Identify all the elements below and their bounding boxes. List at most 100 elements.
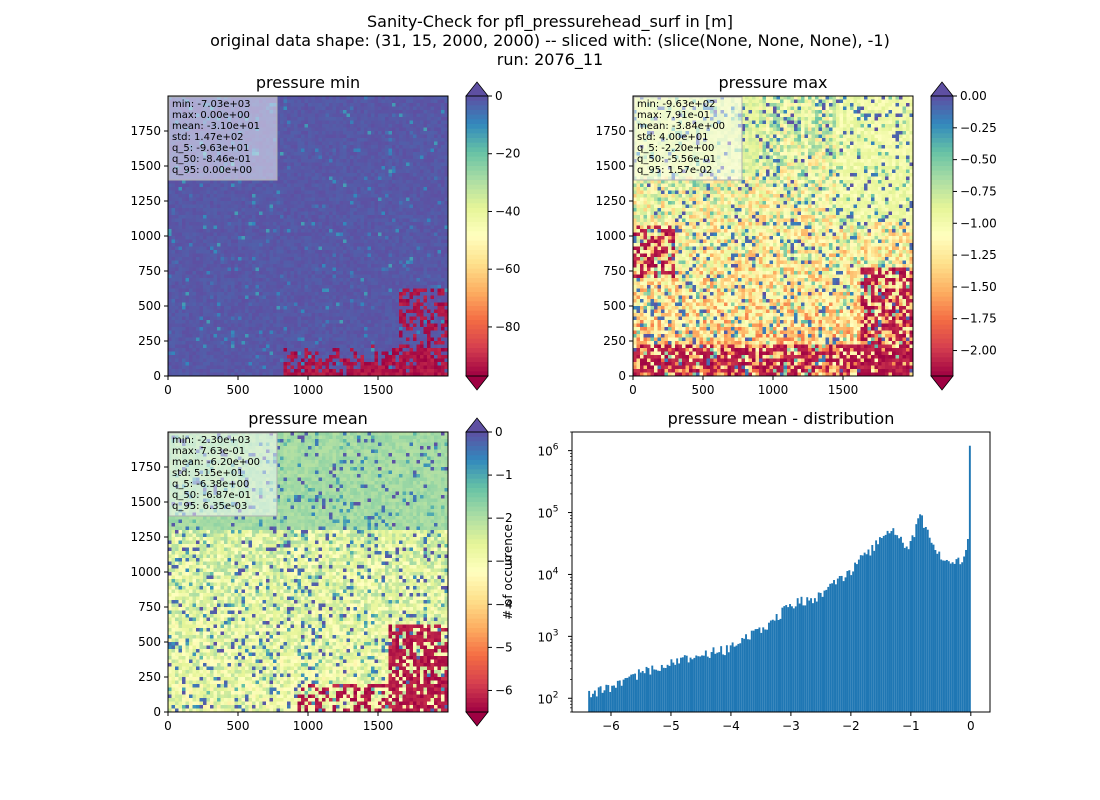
histogram-bar	[637, 669, 640, 712]
histogram-bar	[595, 696, 598, 712]
stats-line: q_50: -5.56e-01	[637, 154, 716, 165]
histogram-bar	[806, 597, 809, 712]
histogram-bar	[894, 534, 897, 712]
histogram-bar	[792, 608, 795, 712]
histogram-bar	[756, 629, 759, 712]
stats-box	[168, 432, 278, 517]
histogram-bar	[957, 557, 960, 712]
stats-box	[168, 96, 278, 181]
histogram-bar	[871, 545, 874, 712]
y-tick-label: 0	[618, 369, 626, 383]
histogram-bar	[672, 662, 675, 712]
histogram-bar	[840, 575, 843, 712]
histogram-bar	[724, 655, 726, 712]
histogram-bar	[834, 584, 837, 712]
stats-box	[633, 96, 743, 181]
stats-line: std: 4.00e+01	[637, 132, 709, 143]
histogram-bar	[739, 643, 742, 712]
histogram-bar	[789, 604, 791, 712]
histogram-bar	[959, 564, 962, 712]
heatmap-cells	[633, 96, 914, 377]
histogram-bar	[592, 693, 594, 712]
histogram-bar	[831, 583, 834, 712]
histogram-bar	[901, 542, 904, 712]
colorbar-tick-label: −1.00	[960, 216, 997, 230]
histogram-bar	[909, 541, 912, 712]
colorbar-extend-top	[465, 81, 489, 97]
colorbar-extend-top	[930, 81, 954, 97]
histogram-bar	[949, 563, 952, 712]
histogram-bar	[752, 630, 755, 712]
y-tick-label: 750	[138, 600, 161, 614]
histogram-bar	[614, 687, 617, 712]
histogram-bar	[955, 559, 958, 712]
histogram-bar	[729, 645, 732, 712]
histogram-bar	[833, 580, 835, 712]
stats-line: q_95: 6.35e-03	[172, 501, 247, 512]
histogram-bar	[639, 672, 642, 712]
histogram-bar	[720, 646, 723, 712]
histogram-bar	[691, 659, 694, 712]
colorbar-frame	[465, 95, 489, 377]
colorbar-tick-label: −60	[495, 262, 520, 276]
histogram-bar	[768, 622, 770, 712]
x-tick-label: 500	[227, 383, 250, 397]
histogram-bar	[766, 629, 769, 712]
histogram-bar	[613, 685, 615, 712]
histogram-bar	[842, 581, 845, 712]
histogram-bar	[934, 550, 937, 712]
histogram-frame	[571, 431, 991, 713]
x-tick-label: 0	[629, 383, 637, 397]
histogram-bar	[821, 596, 824, 712]
histogram-bar	[944, 560, 946, 712]
histogram-bar	[746, 639, 749, 712]
stats-line: max: 0.00e+00	[172, 110, 250, 121]
panel-title: pressure mean - distribution	[668, 409, 895, 428]
histogram-bar	[666, 664, 669, 712]
histogram-bar	[857, 559, 860, 712]
title-line-3: run: 2076_11	[496, 50, 604, 69]
histogram-bar	[771, 619, 774, 712]
histogram-bar	[716, 652, 719, 712]
histogram-bar	[882, 535, 885, 712]
histogram-bar	[785, 605, 788, 712]
histogram-bar	[699, 656, 702, 712]
y-tick-label: 104	[537, 566, 558, 582]
colorbar: 0 −20 −40 −60 −80	[465, 81, 520, 391]
histogram-bar	[777, 620, 780, 712]
histogram-bar	[886, 530, 889, 712]
histogram-bar	[947, 561, 950, 712]
histogram-bar	[787, 607, 790, 712]
histogram-bar	[865, 554, 868, 712]
histogram-bar	[892, 528, 895, 712]
x-tick-label: −5	[662, 719, 680, 733]
histogram-bar	[603, 690, 606, 712]
histogram-bar	[701, 655, 703, 712]
histogram-bar	[779, 618, 782, 712]
histogram-bar	[913, 537, 916, 712]
histogram-bar	[643, 673, 646, 712]
histogram-bar	[655, 669, 658, 712]
histogram-bar	[790, 606, 793, 712]
histogram-bar	[773, 620, 776, 712]
histogram-bar	[966, 539, 969, 712]
colorbar-tick-label: 0	[495, 425, 503, 439]
stats-line: q_5: -2.20e+00	[637, 143, 714, 154]
histogram-bar	[819, 592, 822, 712]
histogram-bar	[597, 687, 600, 712]
histogram-bar	[936, 553, 939, 712]
heatmap-panel-1: pressure min 0 500 1000 1500 0 250 500 750 1000 12…	[130, 73, 520, 397]
histogram-bar	[649, 674, 652, 712]
histogram-bar	[877, 544, 879, 712]
histogram-bar	[848, 570, 851, 712]
histogram-bar	[750, 630, 753, 712]
histogram-bar	[676, 658, 679, 712]
histogram-bar	[622, 679, 625, 712]
colorbar-extend-bottom	[930, 375, 954, 391]
x-tick-label: −6	[602, 719, 620, 733]
y-tick-label: 105	[537, 505, 558, 521]
stats-line: mean: -6.20e+00	[172, 457, 260, 468]
y-tick-label: 1500	[130, 495, 161, 509]
y-tick-label: 1750	[130, 124, 161, 138]
